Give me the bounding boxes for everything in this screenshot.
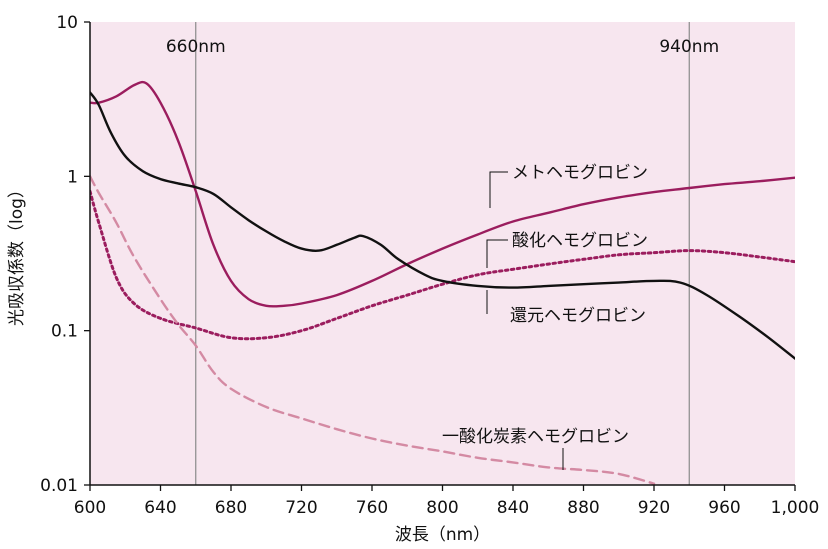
y-tick-label: 10 (56, 13, 78, 33)
x-tick-label: 800 (426, 498, 458, 518)
series-line-3 (90, 175, 656, 485)
y-axis-title: 光吸収係数（log） (7, 181, 27, 326)
series-label: 酸化ヘモグロビン (512, 231, 648, 251)
plot-area (90, 22, 795, 485)
series-label: メトヘモグロビン (512, 163, 648, 183)
x-tick-label: 880 (567, 498, 599, 518)
x-tick-label: 960 (708, 498, 740, 518)
x-tick-label: 760 (356, 498, 388, 518)
reference-line-label: 940nm (659, 37, 719, 57)
x-tick-label: 640 (144, 498, 176, 518)
x-tick-label: 600 (74, 498, 106, 518)
series-label: 還元ヘモグロビン (510, 306, 646, 326)
y-tick-label: 0.01 (40, 476, 78, 496)
y-tick-label: 0.1 (51, 322, 78, 342)
series-line-1 (90, 189, 795, 341)
series-leader-line (489, 171, 508, 208)
series-line-0 (90, 80, 795, 308)
x-tick-label: 720 (285, 498, 317, 518)
series-label: 一酸化炭素ヘモグロビン (442, 427, 629, 447)
x-tick-label: 1,000 (771, 498, 820, 518)
x-axis-title: 波長（nm） (395, 525, 490, 545)
x-tick-label: 680 (215, 498, 247, 518)
y-tick-label: 1 (67, 167, 78, 187)
series-leader-line (486, 239, 508, 268)
reference-line-label: 660nm (166, 37, 226, 57)
series-line-2 (90, 91, 795, 360)
x-tick-label: 840 (497, 498, 529, 518)
x-tick-label: 920 (638, 498, 670, 518)
